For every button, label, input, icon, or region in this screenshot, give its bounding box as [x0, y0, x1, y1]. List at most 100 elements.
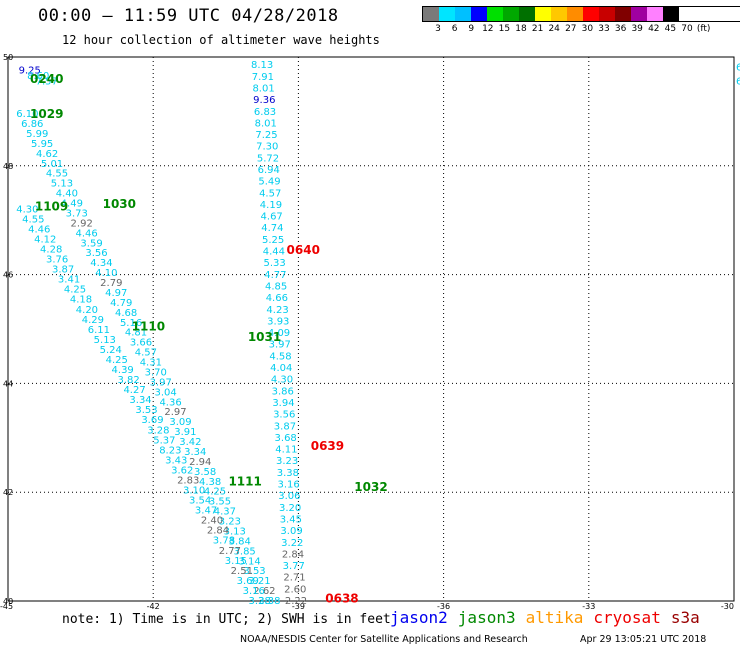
swh-value: 3.28: [249, 596, 271, 607]
lon-tick-label: -30: [721, 602, 734, 611]
swh-value: 4.34: [90, 258, 112, 269]
footer-note: note: 1) Time is in UTC; 2) SWH is in fe…: [62, 612, 391, 627]
swh-value: 4.27: [123, 385, 145, 396]
swh-value: 4.39: [112, 365, 134, 376]
legend-swatch: [599, 7, 615, 21]
swh-value: 2.62: [253, 586, 275, 597]
swh-value: 4.25: [106, 355, 128, 366]
swh-value: 3.09: [169, 417, 191, 428]
swh-value: 8.01: [252, 83, 274, 94]
pass-time-label: 0638: [325, 591, 358, 605]
swh-value: 2.51: [231, 566, 253, 577]
pass-time-label: 1109: [35, 200, 68, 214]
legend-swatch: [567, 7, 583, 21]
color-legend: 3 6 9 12 15 18 21 24 27 30 33 36 39 42 45 70 (ft): [422, 6, 740, 34]
legend-label: 18: [515, 24, 527, 34]
legend-swatch: [663, 7, 679, 21]
lon-tick-label: -42: [147, 602, 160, 611]
swh-value: 4.97: [105, 288, 127, 299]
swh-value: 5.33: [263, 258, 285, 269]
swh-value: 3.23: [276, 456, 298, 467]
swh-value: 2.40: [201, 516, 223, 527]
swh-value: 2.84: [282, 549, 304, 560]
lat-tick-label: 46: [3, 271, 13, 280]
satellite-name: jason3: [457, 608, 516, 627]
swh-value: 2.97: [164, 407, 186, 418]
swh-value: 4.29: [82, 315, 104, 326]
swh-value: 4.30: [16, 204, 38, 215]
swh-value: 3.73: [66, 208, 88, 219]
swh-value: 5.24: [100, 345, 122, 356]
swh-value: 7.25: [255, 130, 277, 141]
swh-value: 3.20: [279, 503, 301, 514]
pass-time-label: 1029: [30, 107, 63, 121]
swh-value: 3.84: [229, 536, 251, 547]
swh-value: 3.93: [267, 316, 289, 327]
legend-label: 30: [581, 24, 594, 34]
swh-value: 4.79: [110, 298, 132, 309]
legend-label: 45: [664, 24, 677, 34]
swh-value: 2.22: [285, 596, 307, 607]
swh-value: 4.30: [271, 375, 293, 386]
swh-value: 3.69: [237, 576, 259, 587]
swh-value-edge: 6: [736, 77, 740, 88]
swh-value: 4.55: [22, 214, 44, 225]
swh-value: 4.11: [275, 445, 297, 456]
swh-value: 6.83: [254, 107, 276, 118]
pass-time-label: 1030: [103, 197, 136, 211]
satellite-name: jason2: [390, 608, 448, 627]
swh-value: 6.11: [88, 325, 110, 336]
swh-value: 3.28: [147, 425, 169, 436]
legend-label: 27: [565, 24, 577, 34]
swh-value: 5.13: [51, 179, 73, 190]
swh-value: 6.94: [258, 165, 280, 176]
swh-value: 4.18: [70, 295, 92, 306]
swh-value: 2.84: [207, 526, 229, 537]
swh-value: 3.41: [58, 275, 80, 286]
swh-value: 4.09: [268, 328, 290, 339]
swh-value: 3.10: [183, 486, 205, 497]
swh-value: 3.42: [179, 437, 201, 448]
swh-value: 3.58: [194, 467, 216, 478]
swh-value: 3.15: [225, 556, 247, 567]
swh-value: 4.19: [260, 200, 282, 211]
legend-swatch: [551, 7, 567, 21]
swh-value: 3.97: [150, 377, 172, 388]
swh-value: 2.71: [283, 573, 305, 584]
swh-value: 8.13: [251, 60, 273, 71]
swh-value: 4.46: [75, 228, 97, 239]
swh-value: 2.60: [284, 584, 306, 595]
swh-value: 4.10: [95, 268, 117, 279]
swh-value: 3.76: [46, 255, 68, 266]
swh-value: 4.38: [199, 477, 221, 488]
swh-value: 3.47: [195, 506, 217, 517]
legend-swatch: [583, 7, 599, 21]
swh-value: 2.83: [177, 475, 199, 486]
swh-value: 4.04: [270, 363, 292, 374]
satellite-name: s3a: [670, 608, 700, 627]
swh-value: 7.30: [256, 142, 278, 153]
swh-value: 3.43: [165, 455, 187, 466]
swh-value: 6.10: [16, 109, 38, 120]
swh-value: 3.86: [272, 386, 294, 397]
satellite-name: altika: [525, 608, 584, 627]
swh-value: 2.77: [219, 546, 241, 557]
swh-value: 3.22: [281, 538, 303, 549]
swh-value: 3.78: [213, 536, 235, 547]
swh-value: 5.99: [26, 129, 48, 140]
legend-swatch: [471, 7, 487, 21]
lon-tick-label: -36: [437, 602, 450, 611]
swh-value: 3.62: [171, 465, 193, 476]
swh-value: 3.59: [80, 238, 102, 249]
legend-label: 21: [531, 24, 544, 34]
timestamp-text: Apr 29 13:05:21 UTC 2018: [580, 634, 707, 645]
legend-swatch: [519, 7, 535, 21]
swh-value: 3.16: [277, 480, 299, 491]
legend-label: (ft): [696, 24, 711, 34]
page-title: 00:00 – 11:59 UTC 04/28/2018: [38, 6, 339, 26]
swh-value: 3.56: [273, 410, 295, 421]
legend-color-bar: [422, 6, 740, 22]
pass-time-label: 1110: [132, 319, 165, 333]
swh-value: 3.94: [272, 398, 294, 409]
swh-value: 8.01: [255, 118, 277, 129]
